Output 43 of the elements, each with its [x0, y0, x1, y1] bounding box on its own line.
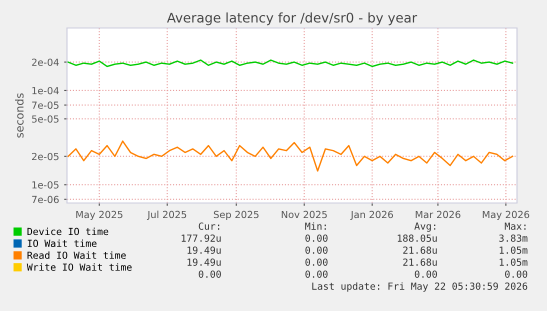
x-tick-label: Nov 2025	[282, 210, 327, 218]
text: 188.05u	[398, 234, 437, 242]
y-tick-label: 2e-04	[32, 58, 59, 66]
text: 177.92u	[182, 234, 221, 242]
x-tick-label: Sep 2025	[214, 210, 259, 220]
text: Max:	[504, 222, 526, 230]
text: 0.00	[414, 270, 437, 278]
x-tick-label: Jan 2026	[350, 210, 393, 220]
text: Cur:	[198, 222, 220, 230]
y-tick-label: 1e-04	[32, 86, 59, 94]
y-tick-label: 7e-06	[32, 196, 59, 204]
text: 0.00	[305, 258, 328, 266]
text: Min:	[305, 222, 326, 230]
y-tick-label: 5e-05	[32, 115, 59, 123]
text: 3.83m	[499, 234, 528, 242]
x-tick-label: May 2025	[76, 210, 122, 220]
legend-label: Device IO time	[28, 228, 108, 236]
y-axis-title: seconds	[15, 93, 24, 138]
x-tick-label: May 2026	[482, 210, 530, 220]
text: Avg:	[414, 222, 436, 232]
text: Last update: Fri May 22 05:30:59 2026	[312, 282, 528, 292]
chart-title: Average latency for /dev/sr0 - by year	[166, 12, 418, 26]
text: 19.49u	[188, 246, 221, 254]
legend-label: Write IO Wait time	[26, 263, 132, 271]
y-tick-label: 1e-05	[32, 181, 59, 189]
x-tick-label: Jul 2025	[146, 210, 186, 220]
text: 0.00	[305, 270, 328, 278]
line-series	[67, 59, 514, 68]
text: 0.00	[198, 270, 221, 278]
text: 21.68u	[403, 258, 437, 266]
text: 1.05m	[500, 246, 528, 254]
text: 0.00	[305, 234, 328, 242]
y-tick-label: 2e-05	[32, 152, 59, 160]
text: 1.05m	[500, 258, 528, 266]
text: 0.00	[305, 246, 328, 254]
line-series	[67, 140, 514, 172]
text: 21.68u	[403, 246, 437, 254]
text: 0.00	[505, 270, 528, 278]
legend-label: Read IO Wait time	[28, 251, 126, 259]
x-tick-label: Mar 2026	[416, 210, 460, 218]
legend-label: IO Wait time	[28, 240, 97, 248]
y-tick-label: 7e-05	[32, 102, 59, 109]
text: 19.49u	[188, 258, 221, 266]
